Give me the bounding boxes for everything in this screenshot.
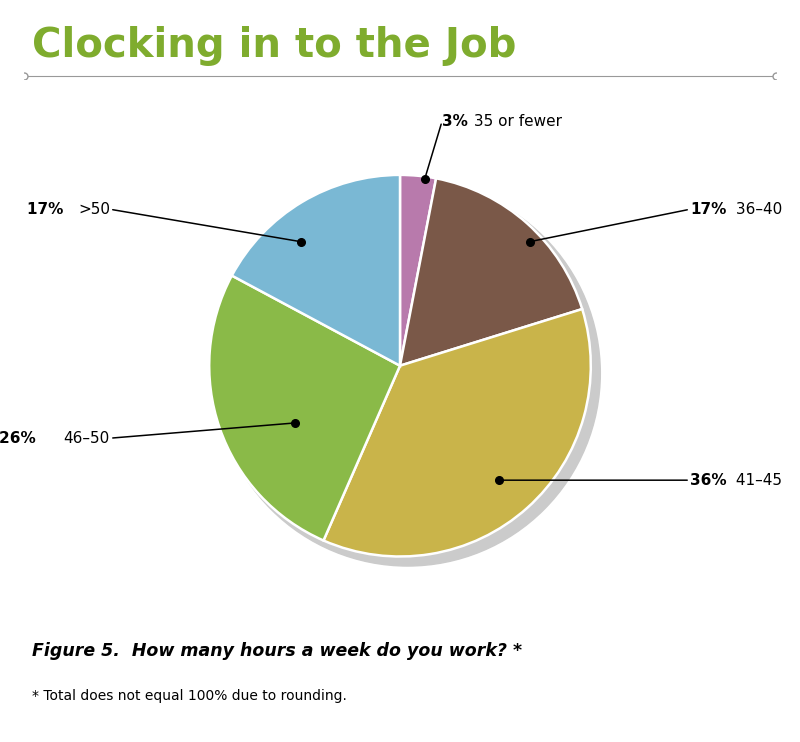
Wedge shape <box>323 309 590 556</box>
Text: 26%: 26% <box>0 430 42 446</box>
Text: 36%: 36% <box>690 473 726 487</box>
Text: 3%: 3% <box>442 114 468 129</box>
Wedge shape <box>210 275 400 540</box>
Text: 46–50: 46–50 <box>64 430 110 446</box>
Wedge shape <box>400 175 436 366</box>
Text: Clocking in to the Job: Clocking in to the Job <box>32 26 516 66</box>
Text: * Total does not equal 100% due to rounding.: * Total does not equal 100% due to round… <box>32 689 347 703</box>
Text: Figure 5.  How many hours a week do you work? *: Figure 5. How many hours a week do you w… <box>32 642 522 660</box>
Text: 41–45: 41–45 <box>731 473 782 487</box>
Wedge shape <box>232 175 400 366</box>
Wedge shape <box>400 178 582 366</box>
Text: 17%: 17% <box>27 202 69 217</box>
Text: 35 or fewer: 35 or fewer <box>470 114 562 129</box>
Circle shape <box>215 180 600 566</box>
Text: 36–40: 36–40 <box>731 202 782 217</box>
Text: >50: >50 <box>78 202 110 217</box>
Text: 17%: 17% <box>690 202 726 217</box>
